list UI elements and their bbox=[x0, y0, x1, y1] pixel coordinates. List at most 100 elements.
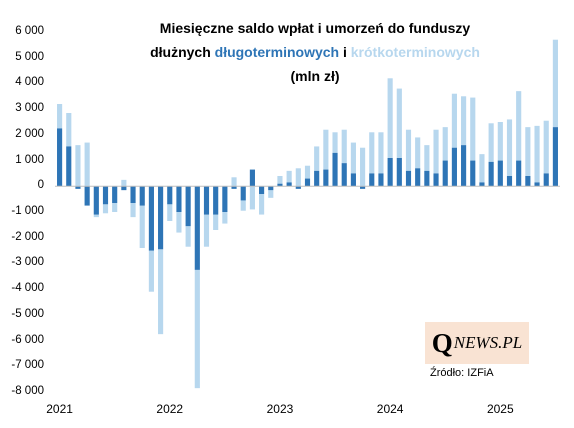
bar-krotkoterminowe-2021-07 bbox=[112, 203, 118, 212]
bar-krotkoterminowe-2021-10 bbox=[139, 205, 145, 248]
bar-dlugoterminowe-2024-03 bbox=[405, 170, 412, 187]
bar-krotkoterminowe-2025-02 bbox=[506, 119, 513, 176]
title-series-short: krótkoterminowych bbox=[350, 44, 480, 60]
bar-dlugoterminowe-2023-07 bbox=[332, 152, 338, 187]
bar-dlugoterminowe-2022-10 bbox=[249, 169, 255, 187]
bar-dlugoterminowe-2022-01 bbox=[167, 186, 173, 205]
bar-krotkoterminowe-2022-06 bbox=[213, 214, 219, 230]
bar-krotkoterminowe-2023-03 bbox=[295, 168, 301, 187]
y-tick-label: -7 000 bbox=[11, 359, 44, 372]
bar-dlugoterminowe-2024-10 bbox=[470, 160, 476, 187]
bar-dlugoterminowe-2023-02 bbox=[286, 182, 292, 187]
y-tick-label: 1 000 bbox=[15, 153, 44, 166]
bar-krotkoterminowe-2022-04 bbox=[194, 269, 200, 389]
bar-dlugoterminowe-2024-09 bbox=[461, 145, 467, 187]
y-tick-label: -3 000 bbox=[11, 256, 44, 269]
bar-krotkoterminowe-2024-11 bbox=[479, 154, 485, 183]
bar-dlugoterminowe-2025-06 bbox=[543, 173, 549, 187]
bar-krotkoterminowe-2021-11 bbox=[148, 250, 154, 292]
bar-krotkoterminowe-2024-12 bbox=[488, 123, 494, 162]
y-tick-label: 5 000 bbox=[15, 50, 44, 63]
x-tick-label: 2024 bbox=[376, 402, 404, 416]
bar-krotkoterminowe-2024-10 bbox=[470, 97, 476, 161]
bar-dlugoterminowe-2023-11 bbox=[369, 173, 375, 187]
bar-krotkoterminowe-2023-10 bbox=[360, 147, 366, 187]
y-tick-label: 2 000 bbox=[15, 127, 44, 140]
bar-dlugoterminowe-2021-09 bbox=[130, 186, 136, 203]
bar-krotkoterminowe-2021-01 bbox=[57, 104, 63, 129]
bar-krotkoterminowe-2024-06 bbox=[433, 129, 439, 174]
bar-krotkoterminowe-2023-04 bbox=[304, 165, 311, 179]
series-dlugoterminowe-bars bbox=[57, 127, 558, 270]
bar-dlugoterminowe-2021-05 bbox=[93, 186, 99, 215]
bar-dlugoterminowe-2024-07 bbox=[442, 160, 448, 187]
bar-dlugoterminowe-2021-08 bbox=[121, 186, 127, 191]
title-connector: i bbox=[342, 44, 347, 60]
bar-dlugoterminowe-2021-04 bbox=[84, 186, 90, 206]
bar-krotkoterminowe-2024-05 bbox=[424, 145, 430, 171]
bar-dlugoterminowe-2024-01 bbox=[387, 158, 393, 187]
bar-krotkoterminowe-2022-12 bbox=[268, 190, 274, 198]
bar-dlugoterminowe-2023-05 bbox=[314, 170, 320, 187]
x-tick-label: 2025 bbox=[486, 402, 514, 416]
bar-krotkoterminowe-2021-05 bbox=[93, 214, 99, 218]
bar-dlugoterminowe-2025-02 bbox=[506, 176, 513, 187]
bar-dlugoterminowe-2021-07 bbox=[112, 186, 118, 203]
bar-krotkoterminowe-2022-10 bbox=[249, 186, 255, 210]
bar-dlugoterminowe-2022-08 bbox=[231, 186, 237, 189]
x-tick-label: 2022 bbox=[156, 402, 184, 416]
bar-krotkoterminowe-2023-07 bbox=[332, 132, 338, 153]
bar-krotkoterminowe-2023-02 bbox=[286, 170, 292, 183]
bar-dlugoterminowe-2022-03 bbox=[185, 186, 191, 227]
bar-dlugoterminowe-2022-05 bbox=[203, 186, 210, 215]
y-tick-label: 4 000 bbox=[15, 76, 44, 89]
bar-dlugoterminowe-2023-12 bbox=[378, 173, 384, 187]
x-tick-label: 2021 bbox=[46, 402, 73, 416]
bar-krotkoterminowe-2022-02 bbox=[176, 212, 182, 233]
bar-krotkoterminowe-2021-03 bbox=[75, 145, 81, 187]
bar-krotkoterminowe-2021-09 bbox=[130, 203, 136, 218]
y-tick-label: -4 000 bbox=[11, 282, 44, 295]
bar-dlugoterminowe-2022-07 bbox=[222, 186, 228, 212]
bar-krotkoterminowe-2024-01 bbox=[387, 78, 393, 158]
title-line-1: Miesięczne saldo wpłat i umorzeń do fund… bbox=[159, 20, 471, 36]
bar-krotkoterminowe-2024-08 bbox=[451, 93, 457, 148]
bar-dlugoterminowe-2021-06 bbox=[102, 186, 109, 205]
qnews-logo: Q NEWS.PL bbox=[425, 322, 529, 364]
bar-krotkoterminowe-2025-04 bbox=[525, 127, 531, 176]
bar-krotkoterminowe-2023-12 bbox=[378, 132, 384, 174]
bar-krotkoterminowe-2024-02 bbox=[396, 88, 402, 158]
bar-dlugoterminowe-2022-04 bbox=[194, 186, 200, 270]
bar-krotkoterminowe-2023-01 bbox=[277, 176, 283, 184]
bar-krotkoterminowe-2022-03 bbox=[185, 226, 191, 247]
bar-krotkoterminowe-2025-05 bbox=[534, 125, 540, 183]
y-tick-label: 6 000 bbox=[15, 25, 44, 37]
bar-dlugoterminowe-2024-12 bbox=[488, 161, 494, 187]
bar-dlugoterminowe-2023-03 bbox=[295, 186, 301, 189]
bar-dlugoterminowe-2024-04 bbox=[415, 168, 421, 187]
bar-dlugoterminowe-2021-03 bbox=[75, 186, 81, 189]
title-prefix: dłużnych bbox=[150, 44, 211, 60]
bar-krotkoterminowe-2021-02 bbox=[66, 113, 72, 147]
x-tick-label: 2023 bbox=[266, 402, 294, 416]
bar-dlugoterminowe-2023-04 bbox=[304, 178, 311, 187]
bar-dlugoterminowe-2021-11 bbox=[148, 186, 154, 251]
bar-dlugoterminowe-2025-07 bbox=[552, 127, 558, 187]
bar-dlugoterminowe-2023-08 bbox=[341, 163, 347, 187]
bar-dlugoterminowe-2023-09 bbox=[350, 173, 356, 187]
bar-krotkoterminowe-2023-08 bbox=[341, 129, 347, 164]
series-krotkoterminowe-bars bbox=[57, 39, 558, 389]
bar-dlugoterminowe-2024-02 bbox=[396, 158, 402, 187]
bar-krotkoterminowe-2025-01 bbox=[497, 122, 503, 161]
bar-krotkoterminowe-2023-09 bbox=[350, 142, 356, 174]
y-tick-label: -8 000 bbox=[11, 385, 44, 397]
title-line-2: dłużnych długoterminowych i krótkotermin… bbox=[80, 40, 550, 64]
bar-dlugoterminowe-2025-04 bbox=[525, 176, 531, 187]
bar-krotkoterminowe-2022-01 bbox=[167, 204, 173, 221]
bar-dlugoterminowe-2021-01 bbox=[57, 128, 63, 187]
bar-dlugoterminowe-2025-01 bbox=[497, 160, 503, 187]
y-tick-label: -5 000 bbox=[11, 307, 44, 320]
bar-dlugoterminowe-2021-12 bbox=[158, 186, 164, 250]
y-tick-label: 3 000 bbox=[15, 102, 44, 115]
